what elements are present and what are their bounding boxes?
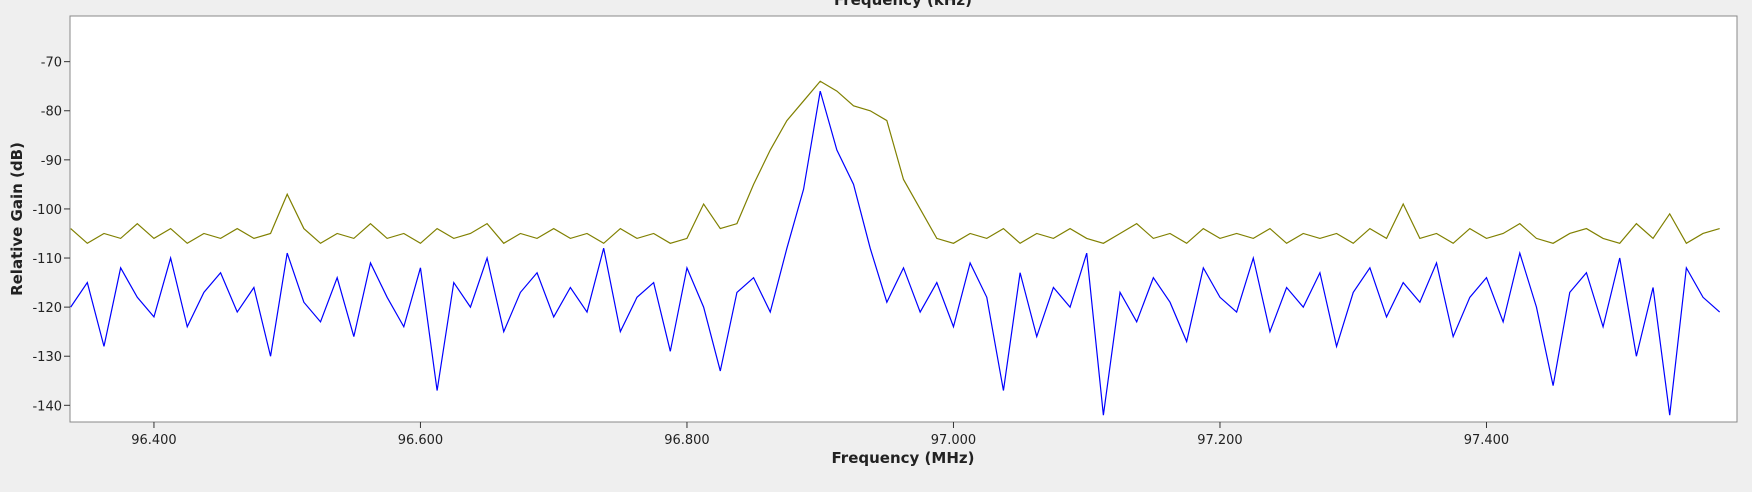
y-tick-label: -100: [32, 203, 62, 218]
top-axis-label: Frequency (kHz): [834, 0, 972, 9]
x-axis-label: Frequency (MHz): [832, 449, 975, 467]
x-tick-label: 96.600: [398, 433, 444, 448]
y-tick-label: -130: [32, 350, 62, 365]
y-tick-label: -110: [32, 252, 62, 267]
y-tick-label: -70: [41, 56, 62, 71]
y-tick-label: -90: [41, 154, 62, 169]
y-tick-label: -80: [41, 105, 62, 120]
y-axis-label: Relative Gain (dB): [8, 142, 26, 296]
x-tick-label: 96.400: [131, 433, 177, 448]
series-line: [70, 80, 1720, 245]
y-tick-label: -140: [32, 399, 62, 414]
plot-area: [69, 15, 1738, 423]
y-tick-label: -120: [32, 301, 62, 316]
series-line: [70, 90, 1721, 416]
x-tick-label: 96.800: [664, 433, 710, 448]
x-tick-label: 97.400: [1464, 433, 1510, 448]
x-tick-label: 97.000: [931, 433, 977, 448]
x-tick-label: 97.200: [1197, 433, 1243, 448]
